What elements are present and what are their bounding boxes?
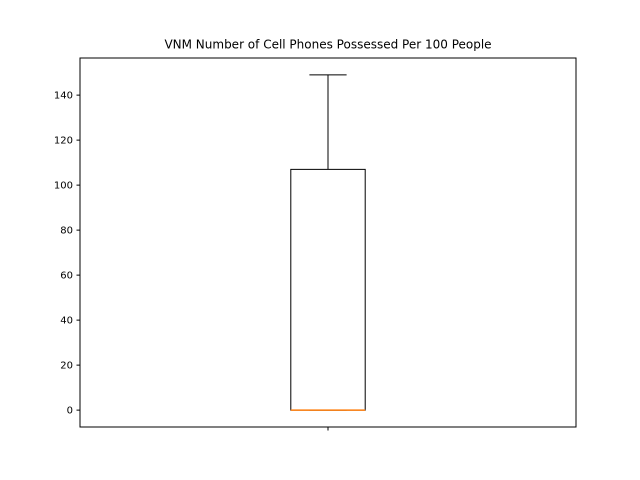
y-tick-label: 120 [54,136,73,147]
box-body [290,168,366,411]
y-tick-label: 100 [54,181,73,192]
y-tick-label: 0 [67,406,73,417]
plot-area: 0 20 40 60 80 100 120 140 [54,57,577,431]
chart-title: VNM Number of Cell Phones Possessed Per … [164,38,491,52]
y-tick-label: 60 [60,271,73,282]
y-tick-label: 20 [60,361,73,372]
y-tick-label: 40 [60,316,73,327]
y-tick-label: 140 [54,91,73,102]
y-tick-label: 80 [60,226,73,237]
